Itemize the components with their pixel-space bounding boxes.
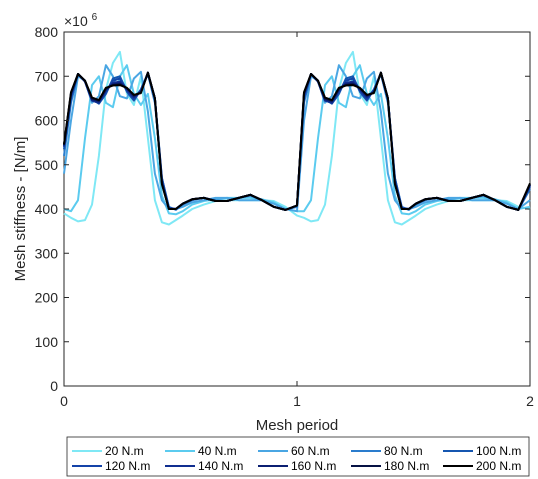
series-line-20-n-m (63, 50, 531, 226)
x-tick-label: 0 (60, 393, 68, 409)
y-tick-label: 800 (35, 24, 59, 40)
y-tick-label: 0 (50, 378, 58, 394)
legend-entry-label: 100 N.m (476, 444, 521, 458)
series-lines (63, 50, 531, 226)
legend-entry-label: 80 N.m (384, 444, 423, 458)
series-line-60-n-m (63, 64, 531, 213)
x-axis-label: Mesh period (256, 417, 339, 434)
legend-entry-label: 160 N.m (291, 459, 336, 473)
y-tick-label: 500 (35, 157, 59, 173)
series-line-200-n-m (63, 71, 531, 211)
y-tick-label: 400 (35, 201, 59, 217)
legend-entry-label: 20 N.m (105, 444, 144, 458)
y-axis-ticks: 0 100 200 300 400 500 600 700 800 (35, 24, 530, 394)
y-tick-label: 300 (35, 245, 59, 261)
y-tick-label: 700 (35, 68, 59, 84)
legend-entry-label: 140 N.m (198, 459, 243, 473)
x-tick-label: 1 (293, 393, 301, 409)
y-exponent-label: ×10 6 (64, 12, 98, 29)
plot-area (63, 31, 531, 387)
y-tick-label: 600 (35, 113, 59, 129)
y-exponent-power: 6 (92, 12, 98, 23)
y-exponent-base: ×10 (64, 13, 88, 29)
legend-box (66, 436, 530, 477)
legend: 20 N.m 40 N.m 60 N.m 80 N.m 100 N.m 120 N.m 14… (66, 436, 530, 477)
legend-entry-label: 200 N.m (476, 459, 521, 473)
legend-entry-label: 120 N.m (105, 459, 150, 473)
legend-entry-label: 180 N.m (384, 459, 429, 473)
y-tick-label: 200 (35, 290, 59, 306)
x-tick-label: 2 (526, 393, 534, 409)
y-tick-label: 100 (35, 334, 59, 350)
y-axis-label: Mesh stiffness - [N/m] (12, 137, 29, 282)
legend-entry-label: 60 N.m (291, 444, 330, 458)
legend-entry-label: 40 N.m (198, 444, 237, 458)
x-axis-ticks: 0 1 2 (60, 32, 534, 409)
